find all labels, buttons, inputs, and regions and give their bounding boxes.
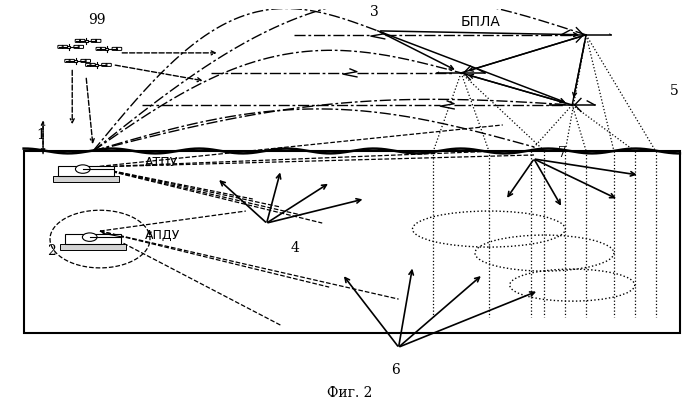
- Bar: [74, 60, 77, 62]
- Bar: [106, 48, 108, 50]
- Bar: [60, 244, 127, 250]
- Circle shape: [83, 233, 97, 241]
- Text: 1: 1: [36, 128, 46, 142]
- Text: 2: 2: [47, 244, 56, 258]
- Text: 5: 5: [669, 84, 678, 98]
- Text: АПДУ: АПДУ: [145, 229, 181, 241]
- Text: 7: 7: [559, 146, 567, 160]
- Circle shape: [76, 165, 90, 173]
- Bar: [64, 234, 121, 244]
- Bar: [24, 151, 680, 333]
- Text: 4: 4: [291, 241, 300, 255]
- Bar: [58, 166, 114, 176]
- Bar: [52, 176, 120, 182]
- Text: 3: 3: [370, 5, 379, 19]
- Text: 6: 6: [391, 363, 400, 377]
- Text: АТПУ: АТПУ: [145, 157, 178, 169]
- Text: Фиг. 2: Фиг. 2: [328, 386, 372, 400]
- Bar: [85, 40, 88, 42]
- Bar: [95, 64, 98, 66]
- Bar: [67, 46, 70, 48]
- Text: 99: 99: [88, 13, 105, 27]
- Text: БПЛА: БПЛА: [461, 15, 501, 29]
